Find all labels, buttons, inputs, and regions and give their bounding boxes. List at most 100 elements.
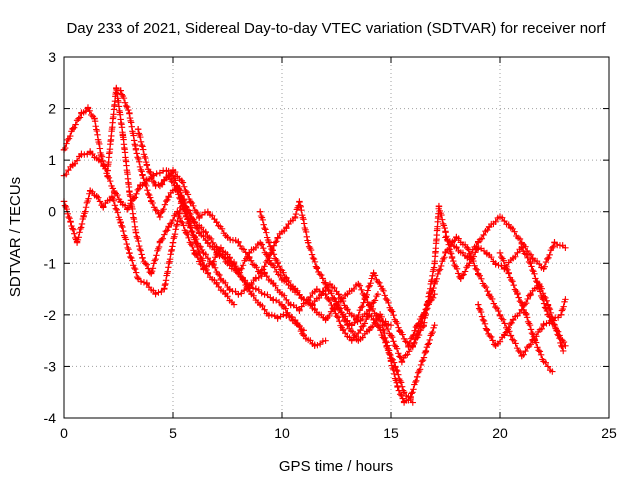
trace-marker [67, 132, 74, 140]
trace-marker [137, 166, 145, 174]
data-point [475, 270, 482, 277]
trace-marker [145, 190, 152, 198]
trace-marker [545, 254, 552, 262]
trace-marker [134, 154, 141, 161]
trace-marker [326, 312, 333, 320]
series-track-1 [60, 104, 238, 308]
trace-marker [130, 262, 137, 269]
trace-marker [342, 318, 350, 325]
trace-marker [516, 297, 524, 305]
trace-marker [158, 288, 165, 296]
trace-marker [182, 187, 189, 194]
data-point [78, 151, 85, 159]
trace-marker [384, 342, 391, 349]
data-point [344, 291, 351, 298]
trace-marker [161, 282, 169, 289]
trace-marker [323, 294, 331, 302]
data-point [248, 291, 255, 298]
series-line [63, 190, 326, 347]
trace-marker [359, 334, 366, 341]
data-point [407, 394, 414, 401]
data-point [442, 249, 449, 257]
data-point [492, 342, 499, 349]
trace-marker [325, 295, 332, 303]
trace-marker [376, 279, 383, 286]
trace-marker [395, 350, 402, 357]
data-point [246, 254, 253, 262]
trace-marker [120, 227, 127, 235]
trace-marker [399, 331, 406, 338]
trace-marker [498, 315, 505, 322]
data-point [420, 311, 427, 319]
trace-marker [194, 225, 201, 232]
plot-frame [63, 56, 610, 419]
trace-marker [151, 257, 158, 264]
trace-marker [402, 338, 409, 345]
trace-marker [124, 244, 131, 252]
trace-marker [544, 255, 551, 263]
trace-marker [190, 202, 197, 210]
data-point [296, 306, 303, 313]
trace-marker [511, 228, 518, 235]
trace-marker [214, 270, 222, 278]
data-point [311, 342, 318, 349]
trace-marker [282, 305, 289, 312]
trace-marker [405, 348, 413, 355]
y-tick-label: -2 [44, 307, 57, 323]
trace-marker [85, 195, 92, 202]
data-point [257, 239, 264, 246]
series-track-12 [496, 249, 556, 375]
trace-marker [179, 219, 186, 227]
trace-marker [131, 264, 138, 272]
trace-marker [75, 115, 82, 122]
trace-marker [473, 242, 480, 250]
chart-title: Day 233 of 2021, Sidereal Day-to-day VTE… [66, 20, 606, 37]
trace-marker [198, 246, 206, 254]
trace-marker [110, 197, 118, 205]
trace-marker [382, 337, 390, 345]
trace-marker [255, 286, 262, 293]
trace-marker [64, 136, 71, 144]
trace-marker [138, 251, 145, 258]
data-point [507, 332, 515, 339]
trace-marker [532, 275, 539, 282]
trace-marker [430, 284, 437, 292]
data-point [387, 358, 395, 365]
trace-marker [238, 290, 245, 297]
trace-marker [271, 264, 278, 271]
trace-marker [550, 317, 557, 324]
trace-marker [239, 262, 247, 269]
data-point [313, 265, 321, 272]
trace-marker [445, 245, 453, 253]
trace-marker [478, 235, 486, 242]
data-point [174, 187, 181, 195]
trace-marker [174, 217, 181, 225]
x-tick-label: 0 [60, 425, 68, 441]
trace-marker [155, 243, 163, 251]
data-point [496, 213, 504, 221]
trace-marker [350, 285, 358, 293]
trace-marker [184, 191, 192, 198]
trace-marker [132, 265, 139, 273]
data-point [217, 275, 225, 282]
trace-marker [420, 354, 428, 361]
trace-marker [470, 257, 477, 265]
trace-marker [218, 225, 226, 233]
trace-marker [399, 395, 406, 402]
trace-marker [96, 140, 103, 148]
data-point [156, 213, 164, 221]
x-axis-label: GPS time / hours [279, 458, 393, 475]
trace-marker [143, 261, 151, 268]
trace-marker [525, 292, 533, 299]
trace-marker [482, 283, 490, 291]
trace-marker [168, 219, 175, 227]
trace-marker [427, 292, 434, 300]
data-point [230, 260, 238, 267]
trace-marker [144, 186, 151, 194]
data-point [560, 347, 567, 355]
data-point [156, 239, 164, 246]
data-point [78, 110, 85, 117]
trace-marker [486, 332, 494, 340]
trace-marker [379, 326, 387, 333]
trace-marker [451, 262, 458, 269]
